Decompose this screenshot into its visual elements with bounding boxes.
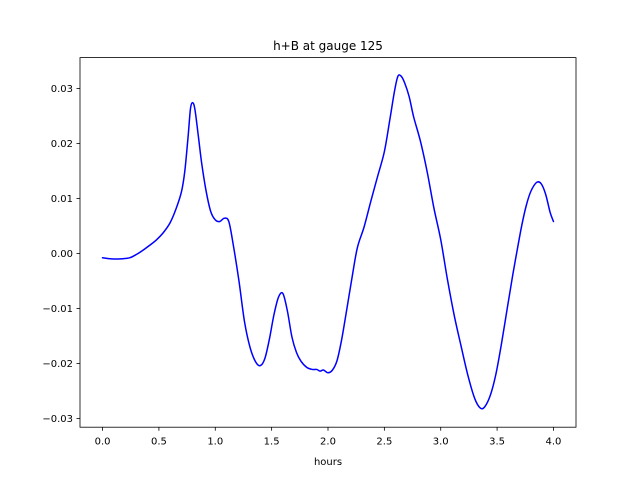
data-line [101,74,555,410]
x-tick-label: 4.0 [546,437,562,448]
y-tick-label: 0.02 [51,139,73,150]
y-axis-ticks: 0.03 0.02 0.01 0.00 −0.01 −0.02 −0.03 [42,84,80,425]
plot-area [80,57,576,428]
x-tick-label: 0.0 [95,437,111,448]
x-tick-label: 3.5 [489,437,505,448]
x-tick-label: 1.0 [207,437,223,448]
x-tick-label: 3.0 [433,437,449,448]
y-tick-label: 0.01 [51,194,73,205]
x-tick-label: 1.5 [264,437,280,448]
x-axis-ticks: 0.0 0.5 1.0 1.5 2.0 2.5 3.0 3.5 4.0 [95,427,562,448]
x-tick-label: 2.5 [376,437,392,448]
y-tick-label: −0.01 [42,304,73,315]
y-tick-label: −0.02 [42,359,73,370]
axes-spines [79,57,577,428]
chart-title: h+B at gauge 125 [273,39,383,53]
y-tick-label: 0.00 [51,249,73,260]
y-tick-label: 0.03 [51,84,73,95]
x-tick-label: 0.5 [151,437,167,448]
x-tick-label: 2.0 [320,437,336,448]
x-axis-label: hours [314,457,342,468]
y-tick-label: −0.03 [42,414,73,425]
